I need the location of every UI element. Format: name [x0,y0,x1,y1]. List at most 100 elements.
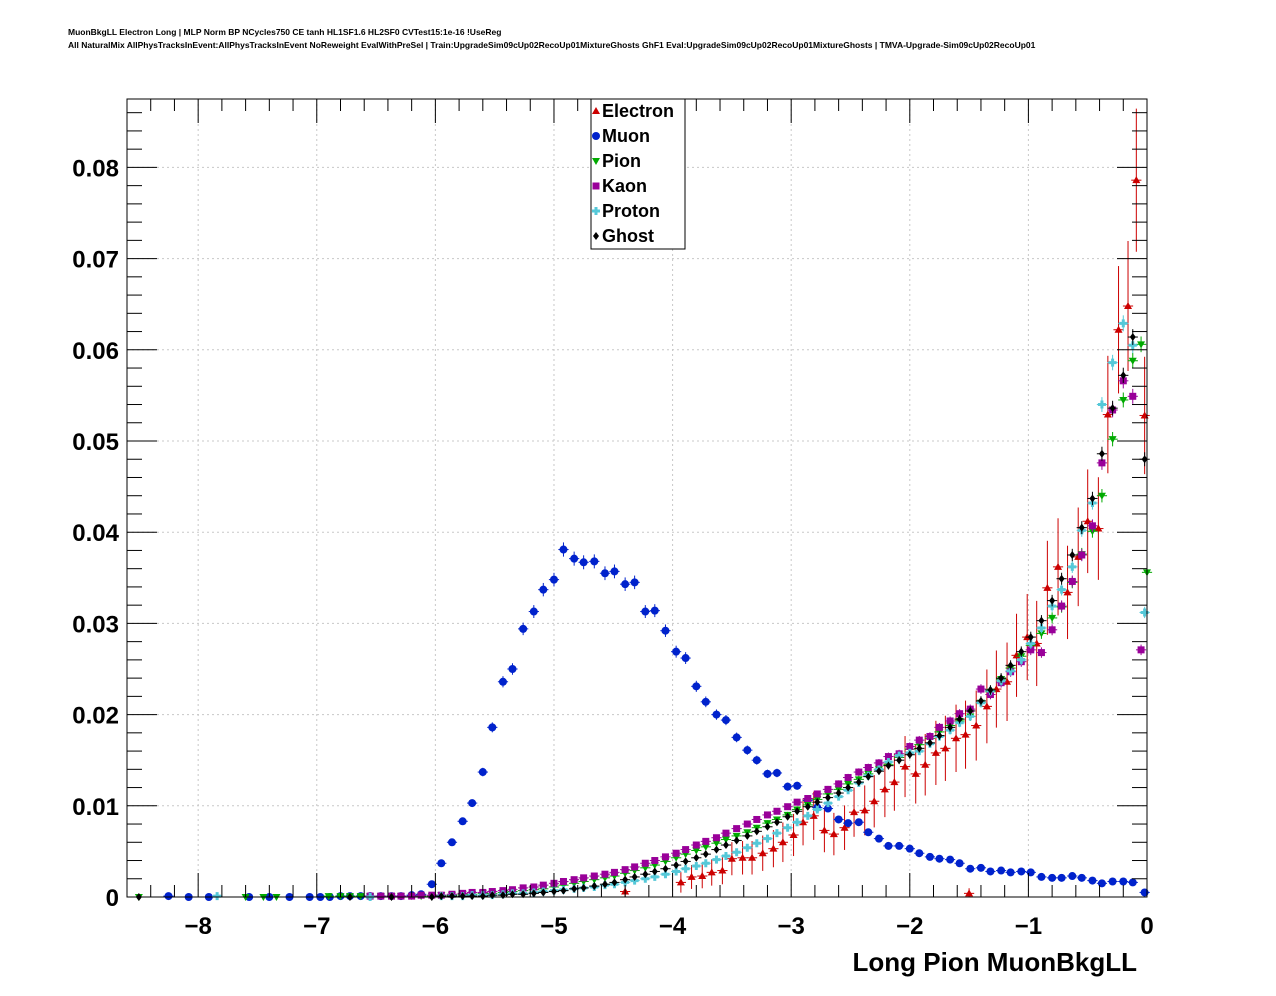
data-point-kaon [753,815,761,823]
series-pion [133,336,1153,901]
axes: −8 −7 −6 −5 −4 −3 −2 −1 0 0 0.01 0.02 0.03 0.04 0.05 0.… [72,99,1154,940]
data-point-muon [447,838,456,847]
data-point-muon [854,818,863,827]
data-point-ghost [459,892,466,901]
data-point-proton [772,829,781,838]
x-tick-label: −2 [896,913,923,940]
data-point-ghost [1098,449,1105,458]
data-point-ghost [794,807,801,816]
y-tick-label: 0.04 [72,520,119,547]
data-point-ghost [611,878,618,887]
data-point-electron [758,849,767,857]
data-point-electron [1124,302,1133,310]
data-point-electron [1114,325,1123,333]
data-point-proton [783,823,792,832]
data-point-ghost [906,750,913,759]
data-point-muon [590,557,599,566]
data-point-ghost [1027,633,1034,642]
data-point-ghost [835,789,842,798]
data-point-electron [961,730,970,738]
data-point-electron [698,872,707,880]
data-point-kaon [824,785,832,793]
data-point-ghost [469,892,476,901]
data-point-muon [905,844,914,853]
data-point-muon [1088,876,1097,885]
data-point-proton [1017,655,1026,664]
legend-entry-electron: Electron [592,101,674,121]
data-point-muon [955,859,964,868]
data-point-ghost [540,888,547,897]
data-point-electron [972,721,981,729]
data-point-muon [915,849,924,858]
data-point-kaon [692,841,700,849]
data-point-muon [1128,878,1137,887]
data-point-kaon [906,743,914,751]
data-point-muon [763,769,772,778]
data-point-muon [844,819,853,828]
data-point-muon [752,756,761,765]
legend-box [590,98,686,250]
data-point-kaon [1068,577,1076,585]
data-point-muon [986,867,995,876]
data-point-ghost [1038,616,1045,625]
y-tick-label: 0.01 [72,794,119,821]
data-point-ghost [998,674,1005,683]
data-point-proton [966,712,975,721]
data-point-kaon [733,825,741,833]
data-point-pion [1097,492,1106,500]
y-tick-label: 0.07 [72,247,119,274]
data-point-muon [539,585,548,594]
x-tick-label: −7 [303,913,330,940]
data-point-ghost [1109,404,1116,413]
data-point-muon [437,859,446,868]
data-point-kaon [773,807,781,815]
x-tick-label: −6 [422,913,449,940]
data-point-ghost [1058,574,1065,583]
data-point-kaon [559,877,567,885]
data-point-muon [1108,877,1117,886]
data-point-kaon [813,790,821,798]
data-point-kaon [1037,649,1045,657]
data-point-kaon [417,891,425,899]
data-point-kaon [956,710,964,718]
y-tick-label: 0.06 [72,338,119,365]
legend-label-proton: Proton [602,201,660,221]
data-point-pion [701,843,710,851]
data-point-kaon [935,723,943,731]
data-point-proton [823,799,832,808]
data-point-electron [1054,562,1063,570]
data-point-muon [1119,877,1128,886]
data-point-muon [783,782,792,791]
data-point-muon [508,665,517,673]
data-point-ghost [885,761,892,770]
data-point-electron [687,872,696,880]
data-point-muon [895,841,904,850]
data-point-electron [850,808,859,816]
data-point-pion [712,840,721,848]
data-point-kaon [610,868,618,876]
data-point-muon [834,815,843,824]
data-point-kaon [590,872,598,880]
data-point-proton [752,839,761,848]
data-point-muon [549,575,558,584]
data-point-electron [965,889,974,897]
data-point-proton [1119,319,1128,328]
data-point-kaon [672,849,680,857]
data-point-electron [748,853,757,861]
data-point-kaon [844,774,852,782]
legend-label-electron: Electron [602,101,674,121]
data-point-electron [676,878,685,886]
data-point-kaon [621,866,629,874]
x-axis-label: Long Pion MuonBkgLL [853,947,1138,977]
data-point-kaon [977,685,985,693]
data-point-muon [478,768,487,777]
data-point-kaon [631,863,639,871]
data-point-ghost [448,892,455,901]
data-point-proton [1057,585,1066,594]
data-point-kaon [784,803,792,811]
series-electron [620,108,1150,897]
data-point-electron [738,853,747,861]
data-point-proton [1026,639,1035,648]
data-point-muon [925,852,934,861]
data-point-muon [1048,873,1057,882]
